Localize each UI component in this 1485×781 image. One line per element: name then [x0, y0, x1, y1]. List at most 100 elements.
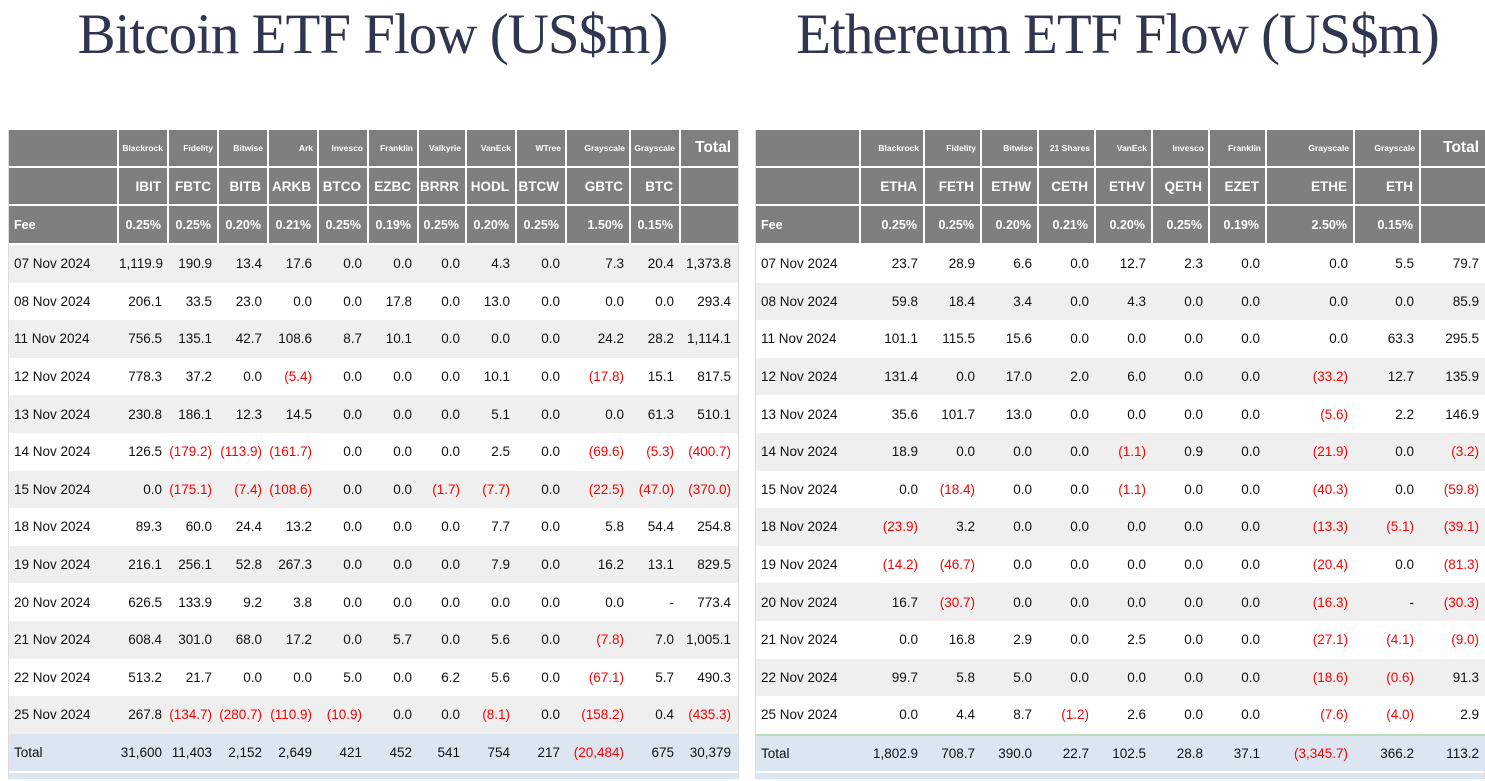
value-cell: 0.0	[517, 508, 567, 546]
value-cell: 68.0	[219, 620, 269, 659]
value-cell: 0.0	[1210, 696, 1267, 734]
value-cell: 5.8	[567, 508, 631, 546]
total-value-cell: 421	[319, 733, 369, 772]
value-cell: 101.7	[925, 395, 982, 433]
ticker-header: GBTC	[567, 168, 631, 206]
value-cell: 186.1	[169, 395, 219, 433]
value-cell: (10.9)	[319, 696, 369, 734]
value-cell: 0.9	[1153, 432, 1210, 471]
value-cell: (27.1)	[1267, 620, 1355, 659]
ticker-header: EZET	[1210, 168, 1267, 206]
value-cell: (1.1)	[1096, 432, 1153, 471]
value-cell: 23.7	[861, 245, 925, 283]
value-cell: 13.2	[269, 508, 319, 546]
value-cell: 0.0	[517, 245, 567, 283]
value-cell: 2.3	[1153, 245, 1210, 283]
value-cell: (20.4)	[1267, 545, 1355, 584]
provider-header: Blackrock	[119, 130, 169, 168]
value-cell: (7.4)	[219, 470, 269, 509]
fee-value: 0.25%	[517, 206, 567, 245]
value-cell: 0.0	[369, 545, 419, 584]
value-cell: (1.7)	[419, 470, 467, 509]
row-total-cell: (435.3)	[681, 696, 738, 734]
table-row: 11 Nov 2024 756.5 135.1 42.7 108.6 8.7 10.1 0.0…	[9, 320, 738, 358]
value-cell: 18.9	[861, 432, 925, 471]
table-row: 12 Nov 2024 778.3 37.2 0.0 (5.4) 0.0 0.0 0.0 10.…	[9, 357, 738, 396]
value-cell: 0.0	[419, 620, 467, 659]
row-total-cell: (370.0)	[681, 470, 738, 509]
value-cell: (46.7)	[925, 545, 982, 584]
value-cell: 0.0	[1210, 620, 1267, 659]
provider-header: WTree	[517, 130, 567, 168]
row-total-cell: 773.4	[681, 583, 738, 621]
value-cell: (7.6)	[1267, 696, 1355, 734]
value-cell: -	[631, 583, 681, 621]
value-cell: 0.0	[1096, 395, 1153, 433]
value-cell: (113.9)	[219, 432, 269, 471]
value-cell: 0.0	[319, 545, 369, 584]
value-cell: 0.0	[419, 320, 467, 358]
table-bottom-strip	[9, 773, 738, 780]
value-cell: (21.9)	[1267, 432, 1355, 471]
value-cell: (30.7)	[925, 583, 982, 621]
provider-header: Grayscale	[567, 130, 631, 168]
table-row: 21 Nov 2024 608.4 301.0 68.0 17.2 0.0 5.7 0.0 5.…	[9, 620, 738, 659]
ticker-header: ETHA	[861, 168, 925, 206]
provider-header: Franklin	[369, 130, 419, 168]
value-cell: 0.0	[517, 470, 567, 509]
value-cell: 101.1	[861, 320, 925, 358]
value-cell: 0.0	[319, 620, 369, 659]
value-cell: 0.0	[219, 357, 269, 396]
bitcoin-flow-table: Blackrock Fidelity Bitwise Ark Invesco Frankl…	[9, 130, 738, 772]
value-cell: (179.2)	[169, 432, 219, 471]
value-cell: 7.7	[467, 508, 517, 546]
value-cell: (23.9)	[861, 508, 925, 546]
value-cell: (18.4)	[925, 470, 982, 509]
value-cell: 256.1	[169, 545, 219, 584]
value-cell: 108.6	[269, 320, 319, 358]
value-cell: 608.4	[119, 620, 169, 659]
row-total-cell: 79.7	[1421, 245, 1485, 283]
value-cell: 0.0	[1153, 583, 1210, 621]
provider-header: Bitwise	[219, 130, 269, 168]
value-cell: (5.6)	[1267, 395, 1355, 433]
fee-value: 0.21%	[1039, 206, 1096, 245]
provider-header: Grayscale	[631, 130, 681, 168]
value-cell: 0.0	[1210, 470, 1267, 509]
total-value-cell: (20,484)	[567, 733, 631, 772]
provider-header: Fidelity	[925, 130, 982, 168]
value-cell: 0.0	[925, 432, 982, 471]
total-column-spacer	[1421, 168, 1485, 206]
value-cell: 0.0	[1153, 696, 1210, 734]
value-cell: 513.2	[119, 658, 169, 697]
value-cell: 0.0	[517, 545, 567, 584]
table-row: 22 Nov 2024 513.2 21.7 0.0 0.0 5.0 0.0 6.2 5.6 0.…	[9, 658, 738, 697]
value-cell: 0.0	[861, 470, 925, 509]
row-total-cell: (39.1)	[1421, 508, 1485, 546]
table-row: 25 Nov 2024 267.8 (134.7) (280.7) (110.9) (10…	[9, 696, 738, 734]
value-cell: 0.0	[319, 508, 369, 546]
value-cell: 0.0	[1267, 282, 1355, 321]
table-row: 14 Nov 2024 18.9 0.0 0.0 0.0 (1.1) 0.9 0.0 (21.9…	[756, 432, 1485, 471]
fee-value: 0.25%	[169, 206, 219, 245]
value-cell: 0.0	[319, 395, 369, 433]
value-cell: 0.0	[1039, 320, 1096, 358]
value-cell: 0.0	[1153, 658, 1210, 697]
row-total-cell: 1,373.8	[681, 245, 738, 283]
date-cell: 18 Nov 2024	[9, 508, 119, 546]
date-cell: 12 Nov 2024	[756, 357, 861, 396]
bitcoin-flow-table-panel: Blackrock Fidelity Bitwise Ark Invesco Frankl…	[8, 130, 739, 780]
value-cell: 5.0	[319, 658, 369, 697]
date-cell: 15 Nov 2024	[9, 470, 119, 509]
value-cell: (110.9)	[269, 696, 319, 734]
date-cell: 25 Nov 2024	[756, 696, 861, 734]
value-cell: 0.0	[1096, 658, 1153, 697]
total-value-cell: 11,403	[169, 733, 219, 772]
value-cell: 0.0	[1153, 357, 1210, 396]
value-cell: 0.0	[1210, 658, 1267, 697]
value-cell: 0.0	[925, 357, 982, 396]
value-cell: 0.0	[1096, 545, 1153, 584]
value-cell: 0.0	[369, 658, 419, 697]
ticker-header: ETHV	[1096, 168, 1153, 206]
total-column-header: Total	[681, 130, 738, 168]
